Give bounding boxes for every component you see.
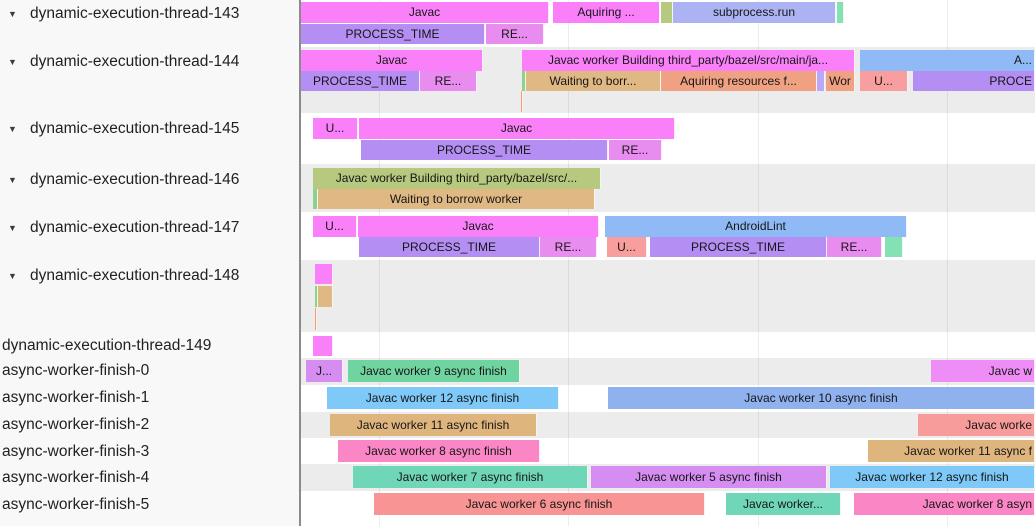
row-label: async-worker-finish-5 — [2, 496, 150, 513]
row-header-async-worker-finish-0[interactable]: async-worker-finish-0 — [0, 361, 299, 381]
collapse-arrow-icon[interactable]: ▼ — [8, 124, 17, 134]
row-header-dynamic-execution-thread-147[interactable]: ▼ dynamic-execution-thread-147 — [0, 218, 299, 238]
gridline — [947, 0, 948, 526]
trace-slice-process-time[interactable]: PROCESS_TIME — [361, 140, 608, 160]
trace-slice-javac-worker-9-async-finish[interactable]: Javac worker 9 async finish — [348, 360, 520, 382]
trace-slice-cap[interactable] — [315, 308, 317, 330]
trace-slice-re[interactable]: RE... — [827, 237, 882, 257]
row-label: async-worker-finish-0 — [2, 362, 150, 379]
trace-slice-cap[interactable] — [885, 237, 903, 257]
row-label: dynamic-execution-thread-145 — [30, 120, 240, 137]
trace-slice-androidlint[interactable]: AndroidLint — [605, 216, 907, 237]
row-label: dynamic-execution-thread-149 — [2, 337, 212, 354]
timeline-band — [301, 332, 1035, 358]
trace-slice-wor[interactable]: Wor — [826, 71, 855, 91]
trace-slice-process-time[interactable]: PROCESS_TIME — [301, 24, 485, 44]
row-label: dynamic-execution-thread-146 — [30, 171, 240, 188]
row-header-async-worker-finish-3[interactable]: async-worker-finish-3 — [0, 442, 299, 462]
trace-slice-re[interactable]: RE... — [486, 24, 544, 44]
timeline-band — [301, 260, 1035, 332]
trace-slice-cap[interactable] — [313, 336, 333, 356]
gridline — [379, 0, 380, 526]
trace-slice-u[interactable]: U... — [313, 216, 357, 237]
trace-slice-javac-worker-8-async-finish[interactable]: Javac worker 8 async finish — [338, 440, 540, 462]
row-header-dynamic-execution-thread-145[interactable]: ▼ dynamic-execution-thread-145 — [0, 119, 299, 139]
trace-slice-u[interactable]: U... — [860, 71, 908, 91]
trace-slice-j[interactable]: J... — [306, 360, 343, 382]
row-label: async-worker-finish-2 — [2, 416, 150, 433]
row-header-dynamic-execution-thread-143[interactable]: ▼ dynamic-execution-thread-143 — [0, 4, 299, 24]
trace-slice-process-time[interactable]: PROCESS_TIME — [301, 71, 420, 91]
trace-slice-javac-worker-8-asyn[interactable]: Javac worker 8 asyn — [854, 493, 1035, 515]
trace-slice-javac[interactable]: Javac — [358, 216, 599, 237]
gridline — [758, 0, 759, 526]
trace-slice-cap[interactable] — [522, 71, 526, 91]
trace-slice-javac-worker-12-async-finish[interactable]: Javac worker 12 async finish — [830, 466, 1035, 488]
row-header-dynamic-execution-thread-149[interactable]: dynamic-execution-thread-149 — [0, 336, 299, 356]
row-label: async-worker-finish-1 — [2, 389, 150, 406]
row-label: dynamic-execution-thread-148 — [30, 267, 240, 284]
trace-slice-cap[interactable] — [661, 2, 673, 23]
trace-slice-cap[interactable] — [315, 264, 333, 284]
trace-slice-cap[interactable] — [315, 286, 318, 307]
trace-slice-re[interactable]: RE... — [540, 237, 597, 257]
trace-slice-re[interactable]: RE... — [420, 71, 477, 91]
trace-slice-javac-worker-6-async-finish[interactable]: Javac worker 6 async finish — [374, 493, 705, 515]
gridline — [568, 0, 569, 526]
trace-slice-process-time[interactable]: PROCESS_TIME — [650, 237, 827, 257]
trace-slice-javac[interactable]: Javac — [301, 2, 549, 23]
trace-slice-javac-worker[interactable]: Javac worker... — [726, 493, 841, 515]
trace-slice-javac[interactable]: Javac — [301, 50, 483, 71]
collapse-arrow-icon[interactable]: ▼ — [8, 175, 17, 185]
trace-slice-cap[interactable] — [313, 189, 318, 209]
trace-slice-waiting-to-borr[interactable]: Waiting to borr... — [526, 71, 661, 91]
row-header-async-worker-finish-2[interactable]: async-worker-finish-2 — [0, 415, 299, 435]
trace-slice-javac-worker-12-async-finish[interactable]: Javac worker 12 async finish — [327, 387, 559, 409]
trace-slice-re[interactable]: RE... — [609, 140, 662, 160]
trace-slice-aquiring[interactable]: Aquiring ... — [553, 2, 660, 23]
trace-slice-cap[interactable] — [521, 91, 523, 112]
trace-slice-subprocess-run[interactable]: subprocess.run — [673, 2, 836, 23]
trace-slice-cap[interactable] — [837, 2, 844, 23]
trace-slice-javac-w[interactable]: Javac w — [931, 360, 1035, 382]
timeline: Javac Aquiring ... subprocess.run PROCESS_T… — [301, 0, 1035, 526]
row-header-dynamic-execution-thread-146[interactable]: ▼ dynamic-execution-thread-146 — [0, 170, 299, 190]
trace-slice-proce[interactable]: PROCE — [913, 71, 1035, 91]
trace-slice-javac-worker-5-async-finish[interactable]: Javac worker 5 async finish — [591, 466, 827, 488]
timeline-band — [301, 518, 1035, 526]
collapse-arrow-icon[interactable]: ▼ — [8, 271, 17, 281]
row-label: dynamic-execution-thread-144 — [30, 53, 240, 70]
trace-slice-a[interactable]: A... — [860, 50, 1035, 71]
trace-slice-javac-worke[interactable]: Javac worke — [918, 414, 1035, 436]
trace-slice-javac-worker-11-async-f[interactable]: Javac worker 11 async f — [868, 440, 1035, 462]
trace-slice-javac-worker-building-third-party-bazel-src[interactable]: Javac worker Building third_party/bazel/… — [313, 168, 601, 189]
row-header-dynamic-execution-thread-148[interactable]: ▼ dynamic-execution-thread-148 — [0, 266, 299, 286]
collapse-arrow-icon[interactable]: ▼ — [8, 57, 17, 67]
collapse-arrow-icon[interactable]: ▼ — [8, 9, 17, 19]
trace-slice-javac-worker-10-async-finish[interactable]: Javac worker 10 async finish — [608, 387, 1035, 409]
trace-slice-cap[interactable] — [318, 286, 333, 307]
row-header-async-worker-finish-5[interactable]: async-worker-finish-5 — [0, 495, 299, 515]
trace-slice-javac[interactable]: Javac — [359, 118, 675, 139]
trace-slice-javac-worker-7-async-finish[interactable]: Javac worker 7 async finish — [353, 466, 588, 488]
track-name-panel: ▼ dynamic-execution-thread-143 ▼ dynamic-ex… — [0, 0, 301, 526]
trace-slice-javac-worker-11-async-finish[interactable]: Javac worker 11 async finish — [330, 414, 537, 436]
trace-slice-javac-worker-building-third-party-bazel-src-main-ja[interactable]: Javac worker Building third_party/bazel/… — [522, 50, 855, 71]
row-label: dynamic-execution-thread-143 — [30, 5, 240, 22]
trace-slice-cap[interactable] — [817, 71, 825, 91]
trace-slice-u[interactable]: U... — [313, 118, 358, 139]
row-header-dynamic-execution-thread-144[interactable]: ▼ dynamic-execution-thread-144 — [0, 52, 299, 72]
trace-slice-u[interactable]: U... — [607, 237, 647, 257]
row-label: async-worker-finish-4 — [2, 469, 150, 486]
collapse-arrow-icon[interactable]: ▼ — [8, 223, 17, 233]
row-header-async-worker-finish-1[interactable]: async-worker-finish-1 — [0, 388, 299, 408]
row-header-async-worker-finish-4[interactable]: async-worker-finish-4 — [0, 468, 299, 488]
row-label: dynamic-execution-thread-147 — [30, 219, 240, 236]
row-label: async-worker-finish-3 — [2, 443, 150, 460]
trace-slice-aquiring-resources-f[interactable]: Aquiring resources f... — [661, 71, 817, 91]
trace-slice-process-time[interactable]: PROCESS_TIME — [359, 237, 540, 257]
trace-slice-waiting-to-borrow-worker[interactable]: Waiting to borrow worker — [318, 189, 595, 209]
